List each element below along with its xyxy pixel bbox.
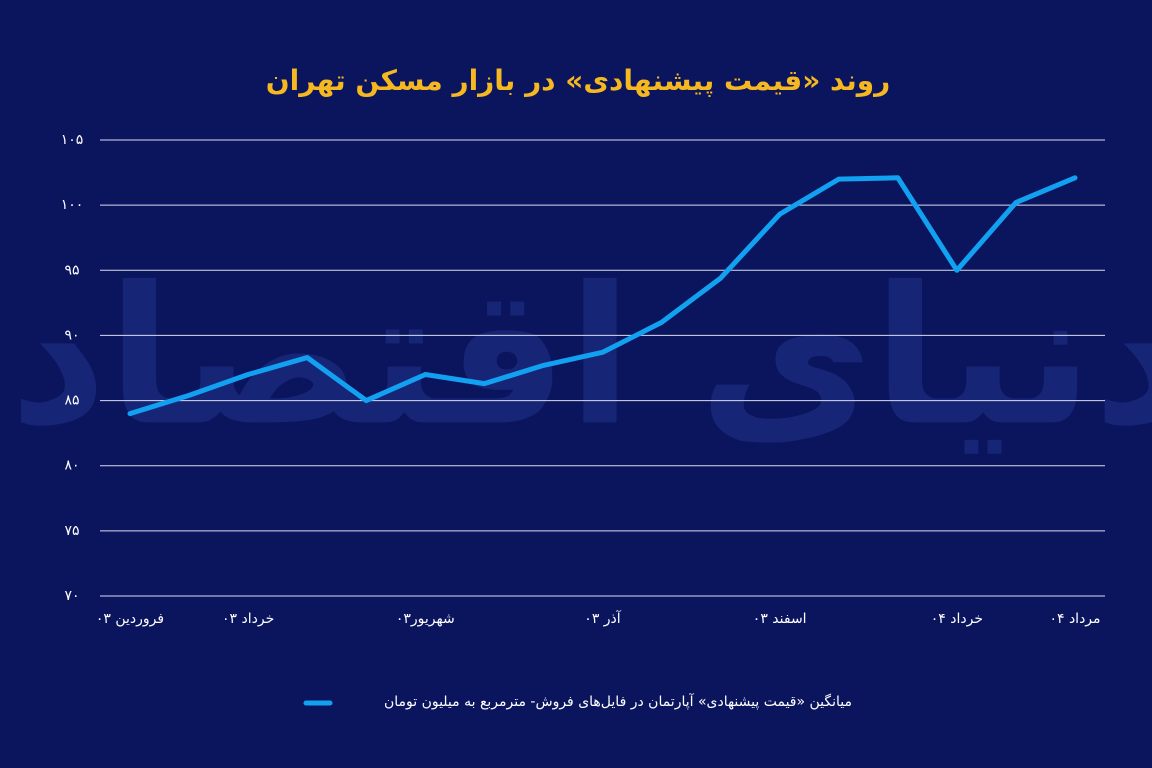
y-tick-label: ۱۰۰ (61, 197, 84, 213)
y-tick-label: ۸۰ (64, 458, 79, 474)
x-tick-label: شهریور۰۳ (396, 611, 455, 627)
y-tick-label: ۹۵ (64, 262, 79, 278)
y-tick-label: ۷۰ (64, 588, 79, 604)
x-tick-label: خرداد ۰۳ (222, 611, 274, 627)
chart-title: روند «قیمت پیشنهادی» در بازار مسکن تهران (266, 64, 891, 97)
y-tick-label: ۹۰ (64, 327, 79, 343)
x-tick-label: اسفند ۰۳ (753, 611, 807, 627)
x-tick-label: خرداد ۰۴ (931, 611, 983, 627)
y-tick-label: ۸۵ (64, 393, 79, 409)
x-tick-label: آذر ۰۳ (584, 610, 621, 627)
x-tick-label: مرداد ۰۴ (1049, 611, 1100, 627)
y-tick-label: ۱۰۵ (61, 132, 84, 148)
legend-label: میانگین «قیمت پیشنهادی» آپارتمان در فایل… (384, 693, 852, 710)
x-tick-label: فروردین ۰۳ (96, 611, 164, 627)
data-line (127, 175, 1078, 417)
y-tick-label: ۷۵ (64, 523, 79, 539)
